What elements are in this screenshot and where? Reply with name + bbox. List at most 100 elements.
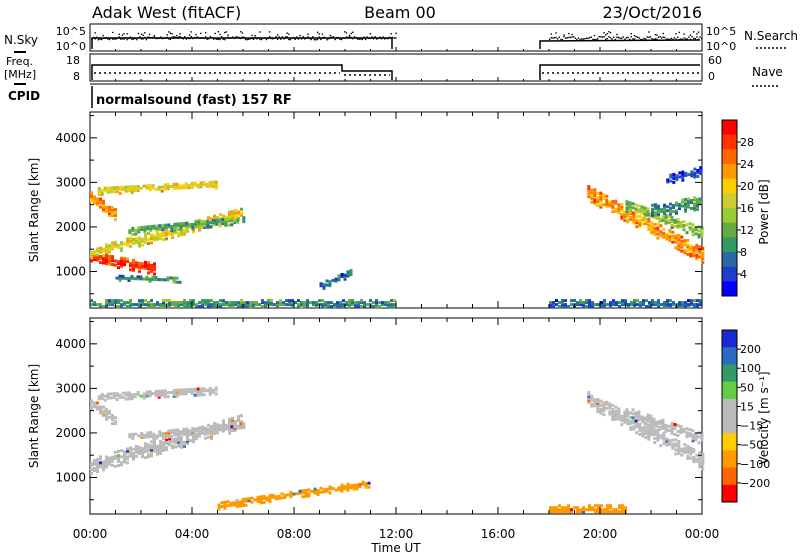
data-cell	[129, 268, 132, 272]
data-cell	[671, 236, 675, 240]
data-cell	[663, 211, 666, 215]
data-cell	[570, 299, 573, 303]
data-cell	[620, 423, 624, 426]
data-cell	[337, 488, 341, 492]
data-cell	[634, 209, 638, 213]
data-cell	[576, 506, 579, 510]
nsky-dot	[204, 31, 207, 34]
data-cell	[664, 217, 668, 221]
data-cell	[167, 225, 171, 229]
data-cell	[696, 203, 699, 207]
data-cell	[327, 305, 330, 309]
data-cell	[105, 301, 108, 305]
data-cell	[132, 262, 135, 266]
data-cell	[108, 262, 111, 266]
data-cell	[201, 301, 204, 305]
data-cell	[114, 214, 117, 218]
data-cell	[641, 426, 645, 430]
data-cell	[118, 278, 122, 282]
nave-label: Nave	[752, 65, 783, 79]
data-cell	[163, 278, 167, 282]
data-cell	[692, 246, 696, 250]
data-cell	[100, 188, 104, 192]
data-cell	[206, 431, 210, 435]
data-cell	[679, 425, 683, 429]
data-cell	[153, 303, 156, 307]
data-cell	[118, 393, 122, 397]
data-cell	[681, 200, 684, 204]
data-cell	[355, 487, 359, 491]
data-cell	[599, 193, 603, 197]
data-cell	[210, 424, 213, 428]
data-cell	[588, 305, 591, 309]
data-cell	[214, 186, 218, 190]
data-cell	[147, 267, 150, 271]
data-cell	[114, 242, 117, 246]
data-cell	[688, 428, 692, 432]
nsky-dot	[142, 38, 144, 40]
data-cell	[558, 508, 561, 512]
data-cell	[279, 301, 282, 305]
colorbar-swatch	[722, 120, 737, 136]
data-cell	[621, 303, 624, 307]
nsky-dot	[198, 37, 200, 39]
nsky-dot	[595, 38, 597, 41]
data-cell	[346, 272, 350, 276]
data-cell	[136, 277, 140, 281]
data-cell	[114, 422, 117, 426]
data-cell	[105, 245, 108, 248]
data-cell	[649, 416, 653, 420]
data-cell	[625, 414, 629, 418]
data-cell	[191, 429, 195, 432]
velocity-colorbar-label: Velocity [m s⁻¹]	[757, 371, 771, 464]
data-cell	[307, 494, 311, 498]
nsky-dot	[217, 38, 220, 41]
nsky-dot	[582, 38, 584, 40]
data-cell	[126, 241, 129, 245]
data-cell	[166, 185, 170, 189]
data-cell	[384, 303, 387, 307]
data-cell	[664, 429, 668, 433]
data-cell	[647, 425, 651, 429]
colorbar-swatch	[722, 252, 737, 268]
nsky-dot	[348, 36, 351, 38]
data-cell	[265, 498, 269, 502]
data-cell	[665, 439, 669, 443]
nsky-dot	[377, 37, 380, 39]
data-cell	[670, 215, 674, 219]
data-cell	[354, 301, 357, 305]
data-cell	[135, 263, 138, 267]
data-cell	[97, 189, 101, 193]
data-cell	[146, 433, 150, 437]
data-cell	[192, 301, 195, 305]
data-cell	[234, 422, 237, 425]
data-cell	[643, 422, 647, 426]
data-cell	[130, 275, 134, 279]
data-cell	[693, 167, 697, 171]
nsky-dot	[316, 31, 319, 33]
data-cell	[176, 222, 180, 226]
data-cell	[691, 433, 695, 437]
data-cell	[352, 487, 356, 491]
data-cell	[115, 186, 119, 190]
data-cell	[177, 305, 180, 309]
data-cell	[237, 210, 240, 214]
data-cell	[676, 220, 680, 223]
data-cell	[264, 305, 267, 309]
data-cell	[330, 301, 333, 305]
data-cell	[105, 465, 108, 469]
data-cell	[150, 444, 153, 448]
data-cell	[674, 444, 678, 448]
data-cell	[304, 488, 308, 492]
colorbar-tick-label: 4	[740, 268, 747, 281]
data-cell	[246, 301, 249, 305]
data-cell	[699, 166, 703, 170]
data-cell	[126, 239, 129, 243]
data-cell	[185, 427, 189, 431]
data-cell	[147, 265, 150, 269]
data-cell	[161, 226, 165, 229]
data-cell	[200, 220, 204, 224]
data-cell	[662, 433, 666, 437]
data-cell	[279, 299, 282, 303]
time-axis: 00:00 04:00 08:00 12:00 16:00 20:00 00:00	[73, 47, 719, 541]
